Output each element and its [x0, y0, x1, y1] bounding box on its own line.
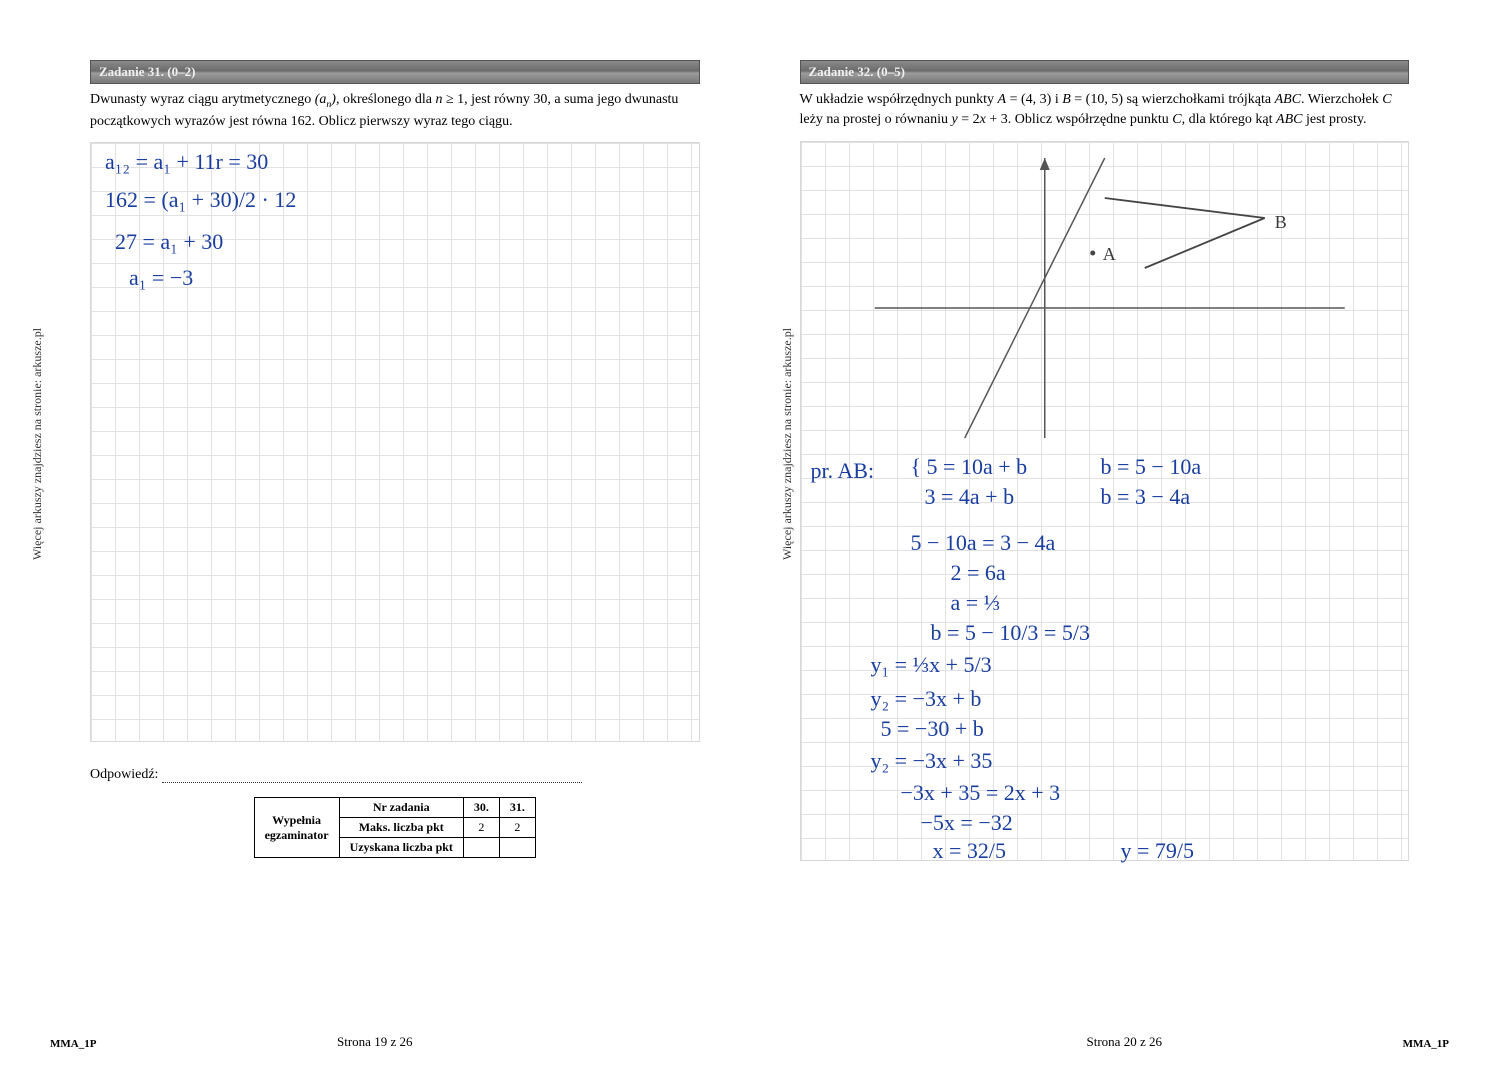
hw-line: b = 5 − 10/3 = 5/3 — [931, 620, 1090, 646]
grade-cell: Uzyskana liczba pkt — [339, 838, 463, 858]
hw-line: y = 79/5 — [1121, 838, 1195, 864]
grade-cell: 2 — [499, 818, 535, 838]
grade-cell: 2 — [463, 818, 499, 838]
task-header: Zadanie 31. (0–2) — [90, 60, 700, 84]
point-b-label: B — [1274, 212, 1286, 232]
coordinate-sketch: A B — [811, 148, 1399, 448]
hw-line: y₂ = −3x + b — [871, 686, 982, 712]
work-grid: A B pr. AB: { 5 = 10a + b 3 = 4a + b b =… — [800, 141, 1410, 861]
page-number: Strona 19 z 26 — [0, 1034, 750, 1050]
hw-line: −5x = −32 — [921, 810, 1013, 836]
hw-line: b = 3 − 4a — [1101, 484, 1191, 510]
answer-label: Odpowiedź: — [90, 767, 158, 782]
hw-line: y₁ = ⅓x + 5/3 — [871, 652, 992, 678]
grade-rowlabel: Wypełniaegzaminator — [254, 798, 339, 858]
grade-cell: Nr zadania — [339, 798, 463, 818]
side-watermark: Więcej arkuszy znajdziesz na stronie: ar… — [30, 328, 45, 560]
hw-line: 5 − 10a = 3 − 4a — [911, 530, 1056, 556]
exam-code: MMA_1P — [1403, 1038, 1449, 1050]
hw-line: x = 32/5 — [933, 838, 1007, 864]
hw-line: 27 = a₁ + 30 — [115, 229, 223, 255]
hw-line: 162 = (a₁ + 30)/2 · 12 — [105, 187, 296, 213]
grade-table: Wypełniaegzaminator Nr zadania 30. 31. M… — [254, 797, 536, 858]
exam-page-right: Więcej arkuszy znajdziesz na stronie: ar… — [750, 0, 1499, 1080]
grade-cell: 30. — [463, 798, 499, 818]
hw-line: y₂ = −3x + 35 — [871, 748, 993, 774]
answer-row: Odpowiedź: — [90, 767, 700, 783]
exam-code: MMA_1P — [50, 1038, 96, 1050]
hw-line: a₁ = −3 — [129, 265, 193, 291]
hw-line: { 5 = 10a + b — [911, 454, 1028, 480]
answer-dotted-line — [162, 782, 582, 783]
hw-line: a₁₂ = a₁ + 11r = 30 — [105, 149, 268, 175]
hw-line: 5 = −30 + b — [881, 716, 984, 742]
hw-line: 3 = 4a + b — [925, 484, 1015, 510]
task-header: Zadanie 32. (0–5) — [800, 60, 1410, 84]
problem-text: Dwunasty wyraz ciągu arytmetycznego (an)… — [90, 90, 700, 132]
hw-line: −3x + 35 = 2x + 3 — [901, 780, 1061, 806]
hw-line: b = 5 − 10a — [1101, 454, 1202, 480]
page-number: Strona 20 z 26 — [750, 1034, 1499, 1050]
grade-cell — [499, 838, 535, 858]
grade-cell: 31. — [499, 798, 535, 818]
side-watermark: Więcej arkuszy znajdziesz na stronie: ar… — [780, 328, 795, 560]
grade-cell: Maks. liczba pkt — [339, 818, 463, 838]
grade-cell — [463, 838, 499, 858]
exam-page-left: Więcej arkuszy znajdziesz na stronie: ar… — [0, 0, 750, 1080]
hw-line: 2 = 6a — [951, 560, 1006, 586]
point-a-label: A — [1102, 244, 1115, 264]
problem-text: W układzie współrzędnych punkty A = (4, … — [800, 90, 1410, 131]
hw-line: a = ⅓ — [951, 590, 1001, 616]
work-grid: a₁₂ = a₁ + 11r = 30 162 = (a₁ + 30)/2 · … — [90, 142, 700, 742]
hw-line: pr. AB: — [811, 458, 875, 484]
